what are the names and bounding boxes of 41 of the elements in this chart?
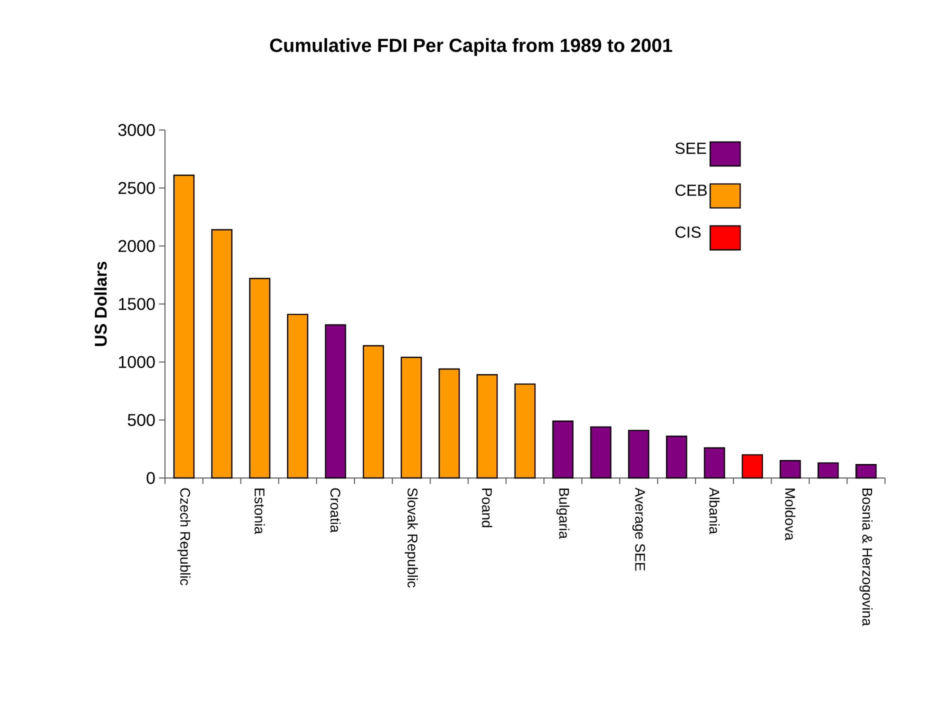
bar [400, 356, 422, 479]
bar [514, 383, 536, 479]
bar [362, 345, 384, 479]
bar [666, 436, 688, 479]
x-tick-label: Croatia [330, 488, 341, 533]
bar [438, 368, 460, 479]
y-tick-label: 500 [128, 414, 155, 426]
bar [818, 462, 839, 479]
bar [590, 426, 612, 479]
x-tick-label: Bulgaria [556, 488, 570, 539]
bar [780, 460, 801, 479]
chart-title: Cumulative FDI Per Capita from 1989 to 2001 [270, 38, 672, 56]
legend-label: SEE [675, 142, 706, 154]
bar [704, 447, 726, 479]
x-tick-label: Estonia [254, 488, 265, 534]
bar [742, 454, 763, 479]
bar [552, 420, 574, 479]
legend-label: CIS [676, 226, 701, 238]
x-tick-label: Poand [482, 488, 492, 528]
y-tick-label: 3000 [118, 124, 155, 136]
x-tick-label: Slovak Republic [404, 488, 418, 588]
y-tick-label: 0 [146, 472, 155, 484]
x-tick-label: Average SEE [632, 488, 646, 571]
bar [324, 324, 346, 479]
bar [287, 314, 308, 479]
legend-label: CEB [676, 184, 707, 196]
bar [211, 229, 232, 479]
x-tick-label: Bosnia & Herzogovina [860, 488, 873, 626]
x-tick-label: Albania [709, 488, 720, 534]
x-tick-label: Moldova [785, 488, 796, 540]
y-tick-label: 1000 [118, 356, 155, 368]
bar [476, 374, 498, 479]
y-tick-label: 2500 [118, 182, 155, 194]
y-tick-label: 1500 [118, 298, 155, 310]
bar [855, 464, 877, 479]
x-tick-label: Czech Republic [177, 488, 190, 586]
bar [249, 278, 270, 479]
y-tick-label: 2000 [118, 240, 155, 252]
bar [173, 174, 195, 479]
bar [628, 430, 650, 479]
y-axis-title: US Dollars [94, 262, 107, 346]
